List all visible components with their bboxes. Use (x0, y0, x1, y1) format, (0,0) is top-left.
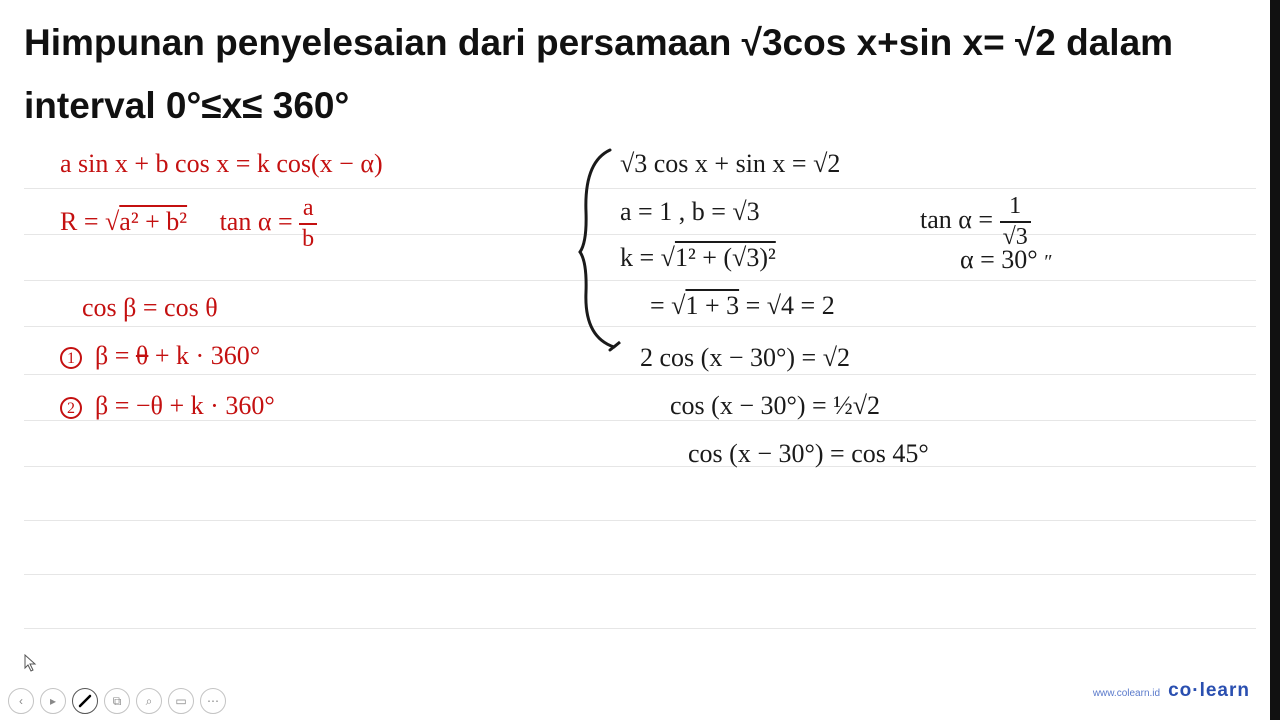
work-k2: = √1 + 3 = √4 = 2 (650, 290, 835, 321)
formula-cos-identity: cos β = cos θ (82, 292, 218, 323)
work-step3: cos (x − 30°) = cos 45° (688, 438, 929, 469)
tool-copy-button[interactable]: ⧉ (104, 688, 130, 714)
right-border (1270, 0, 1280, 720)
cursor-icon (24, 654, 38, 672)
work-k: k = √1² + (√3)² (620, 242, 776, 273)
work-step1: 2 cos (x − 30°) = √2 (640, 342, 850, 373)
work-alpha: α = 30° ″ (960, 244, 1053, 275)
brace-decoration (572, 142, 622, 352)
work-tana: tan α = 1√3 (920, 192, 1031, 252)
tool-pen-button[interactable] (72, 688, 98, 714)
tool-play-button[interactable]: ▸ (40, 688, 66, 714)
pen-icon (78, 694, 92, 708)
work-step2: cos (x − 30°) = ½√2 (670, 390, 880, 421)
work-ab: a = 1 , b = √3 (620, 196, 760, 227)
formula-sol1: 1 β = θ + k · 360° (60, 340, 260, 371)
formula-sol2: 2 β = −θ + k · 360° (60, 390, 275, 421)
toolbar: ‹ ▸ ⧉ ⌕ ▭ ⋯ (8, 688, 226, 714)
work-equation: √3 cos x + sin x = √2 (620, 148, 840, 179)
tool-zoom-button[interactable]: ⌕ (136, 688, 162, 714)
tool-more-button[interactable]: ⋯ (200, 688, 226, 714)
page-title: Himpunan penyelesaian dari persamaan √3c… (24, 12, 1256, 138)
brand-watermark: www.colearn.idco·learn (1093, 680, 1250, 702)
tool-back-button[interactable]: ‹ (8, 688, 34, 714)
tool-screen-button[interactable]: ▭ (168, 688, 194, 714)
formula-R: R = √a² + b² tan α = ab (60, 194, 317, 254)
formula-transform: a sin x + b cos x = k cos(x − α) (60, 148, 383, 179)
